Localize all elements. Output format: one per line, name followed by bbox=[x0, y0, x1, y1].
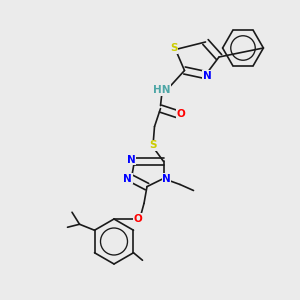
Text: S: S bbox=[170, 43, 178, 53]
Text: N: N bbox=[123, 173, 132, 184]
Text: O: O bbox=[134, 214, 142, 224]
Text: N: N bbox=[162, 173, 171, 184]
Text: O: O bbox=[176, 109, 185, 119]
Text: N: N bbox=[202, 71, 211, 81]
Text: HN: HN bbox=[153, 85, 171, 95]
Text: S: S bbox=[149, 140, 157, 151]
Text: N: N bbox=[127, 155, 136, 165]
